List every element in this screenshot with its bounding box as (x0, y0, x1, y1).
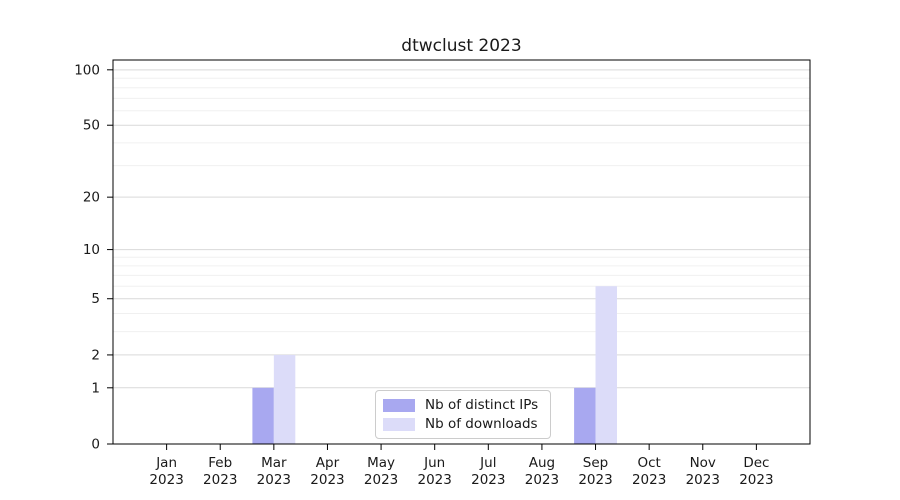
x-tick-label-month: May (367, 455, 395, 471)
x-tick-label-year: 2023 (364, 472, 398, 488)
bar-downloads-sep-2023 (595, 286, 617, 444)
x-tick-label-year: 2023 (632, 472, 666, 488)
legend-label-distinct-ips: Nb of distinct IPs (425, 397, 539, 413)
x-tick-label-month: Nov (690, 455, 716, 471)
y-tick-label: 1 (91, 380, 100, 396)
x-tick-label-month: Feb (208, 455, 232, 471)
x-tick-label-year: 2023 (310, 472, 344, 488)
plot-border (112, 59, 811, 445)
y-tick-label: 0 (91, 437, 100, 453)
x-tick-label-year: 2023 (686, 472, 720, 488)
y-tick-label: 100 (74, 62, 100, 78)
y-tick-label: 10 (83, 242, 100, 258)
legend-label-downloads: Nb of downloads (425, 416, 538, 432)
x-tick-label-month: Jan (155, 455, 177, 471)
bar-distinct-ips-mar-2023 (252, 387, 274, 444)
y-tick-label: 20 (83, 190, 100, 206)
x-tick-label-year: 2023 (203, 472, 237, 488)
x-tick-label-year: 2023 (525, 472, 559, 488)
y-tick-label: 5 (91, 291, 100, 307)
chart-title: dtwclust 2023 (401, 36, 522, 56)
bar-distinct-ips-sep-2023 (574, 387, 596, 444)
legend-item-downloads: Nb of downloads (383, 416, 538, 432)
legend-swatch-downloads (383, 417, 415, 431)
x-tick-label-year: 2023 (578, 472, 612, 488)
legend-item-distinct-ips: Nb of distinct IPs (383, 397, 538, 413)
x-tick-label-year: 2023 (257, 472, 291, 488)
x-tick-label-month: Jul (479, 455, 496, 471)
x-tick-label-year: 2023 (149, 472, 183, 488)
x-tick-label-month: Apr (316, 455, 340, 471)
legend-swatch-distinct-ips (383, 398, 415, 412)
x-tick-label-month: Jun (423, 455, 445, 471)
x-tick-label-month: Aug (529, 455, 555, 471)
legend: Nb of distinct IPs Nb of downloads (375, 390, 552, 439)
x-tick-label-year: 2023 (418, 472, 452, 488)
x-tick-label-month: Oct (637, 455, 660, 471)
y-tick-label: 50 (83, 118, 100, 134)
bar-downloads-mar-2023 (273, 354, 296, 444)
y-tick-label: 2 (91, 347, 100, 363)
x-tick-label-year: 2023 (739, 472, 773, 488)
x-tick-label-month: Mar (261, 455, 287, 471)
x-tick-label-year: 2023 (471, 472, 505, 488)
x-tick-label-month: Dec (743, 455, 769, 471)
x-tick-label-month: Sep (583, 455, 608, 471)
